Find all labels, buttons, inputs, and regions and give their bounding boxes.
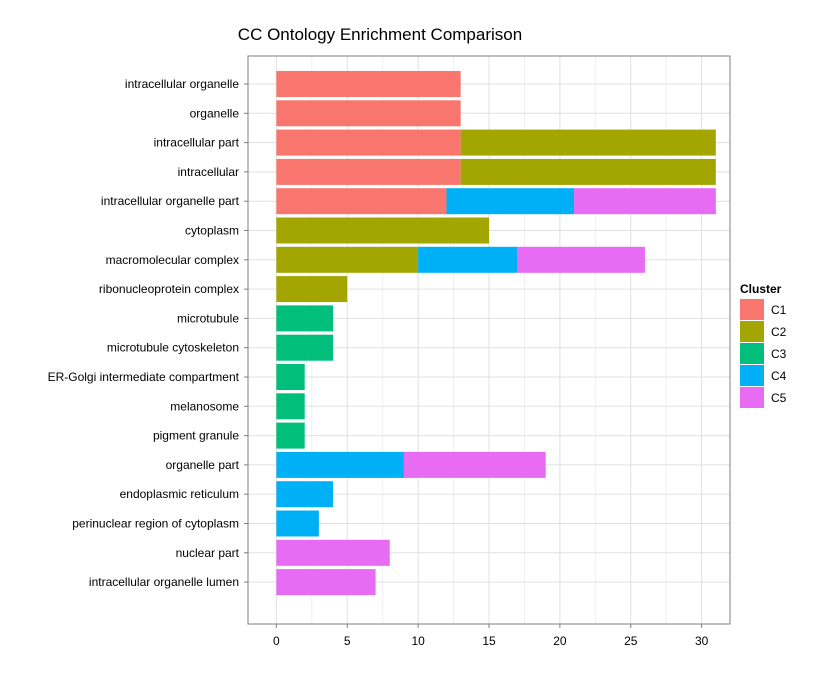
x-tick-label: 10 bbox=[411, 634, 425, 648]
bar-segment-c2 bbox=[276, 276, 348, 303]
category-label: endoplasmic reticulum bbox=[120, 487, 239, 501]
category-label: organelle part bbox=[166, 458, 240, 472]
legend-label: C5 bbox=[771, 391, 787, 405]
bar-segment-c5 bbox=[574, 188, 716, 215]
x-tick-label: 25 bbox=[624, 634, 638, 648]
legend-key-c4 bbox=[740, 365, 764, 386]
category-label: intracellular organelle part bbox=[101, 194, 240, 208]
legend: Cluster C1 C2 C3 C4 C5 bbox=[740, 282, 787, 408]
bar-segment-c3 bbox=[276, 422, 305, 449]
x-tick-label: 0 bbox=[273, 634, 280, 648]
category-label: microtubule cytoskeleton bbox=[107, 341, 239, 355]
x-tick-label: 5 bbox=[344, 634, 351, 648]
category-label: nuclear part bbox=[176, 546, 240, 560]
legend-label: C1 bbox=[771, 303, 787, 317]
bar-segment-c1 bbox=[276, 188, 447, 215]
bar-segment-c4 bbox=[276, 510, 319, 537]
category-label: organelle bbox=[190, 106, 240, 120]
bars bbox=[276, 71, 716, 596]
bar-segment-c1 bbox=[276, 71, 461, 97]
legend-key-c2 bbox=[740, 321, 764, 342]
category-label: melanosome bbox=[170, 399, 239, 413]
bar-segment-c5 bbox=[276, 539, 390, 566]
category-label: intracellular organelle lumen bbox=[89, 575, 239, 589]
x-axis-ticks: 0 5 10 15 20 25 30 bbox=[273, 624, 709, 648]
bar-segment-c4 bbox=[276, 481, 334, 508]
legend-title: Cluster bbox=[740, 282, 782, 296]
legend-key-c3 bbox=[740, 343, 764, 364]
bar-segment-c2 bbox=[460, 158, 716, 185]
bar-segment-c3 bbox=[276, 364, 305, 390]
bar-segment-c3 bbox=[276, 393, 305, 420]
chart-title: CC Ontology Enrichment Comparison bbox=[238, 25, 522, 44]
bar-segment-c1 bbox=[276, 158, 461, 185]
category-label: microtubule bbox=[177, 311, 239, 325]
x-tick-label: 30 bbox=[695, 634, 709, 648]
x-tick-label: 20 bbox=[553, 634, 567, 648]
legend-key-c5 bbox=[740, 387, 764, 408]
category-label: pigment granule bbox=[153, 429, 239, 443]
category-label: intracellular bbox=[178, 165, 239, 179]
bar-segment-c2 bbox=[276, 217, 489, 244]
legend-label: C2 bbox=[771, 325, 787, 339]
bar-segment-c1 bbox=[276, 129, 461, 156]
bar-segment-c5 bbox=[517, 246, 645, 273]
bar-segment-c2 bbox=[460, 129, 716, 156]
category-label: perinuclear region of cytoplasm bbox=[72, 517, 239, 531]
category-label: cytoplasm bbox=[185, 224, 239, 238]
bar-segment-c4 bbox=[276, 451, 404, 478]
x-tick-label: 15 bbox=[482, 634, 496, 648]
bar-segment-c4 bbox=[446, 188, 575, 215]
bar-segment-c5 bbox=[403, 451, 546, 478]
legend-key-c1 bbox=[740, 299, 764, 320]
bar-segment-c5 bbox=[276, 569, 376, 596]
category-labels: intracellular organelle organelle intracel… bbox=[48, 77, 248, 589]
category-label: macromolecular complex bbox=[106, 253, 239, 267]
bar-segment-c3 bbox=[276, 334, 334, 361]
category-label: intracellular part bbox=[154, 136, 240, 150]
category-label: intracellular organelle bbox=[125, 77, 239, 91]
legend-label: C3 bbox=[771, 347, 787, 361]
category-label: ribonucleoprotein complex bbox=[99, 282, 239, 296]
category-label: ER-Golgi intermediate compartment bbox=[48, 370, 240, 384]
bar-segment-c1 bbox=[276, 100, 461, 127]
bar-segment-c3 bbox=[276, 305, 334, 332]
bar-segment-c2 bbox=[276, 246, 419, 273]
bar-segment-c4 bbox=[418, 246, 518, 273]
legend-label: C4 bbox=[771, 369, 787, 383]
